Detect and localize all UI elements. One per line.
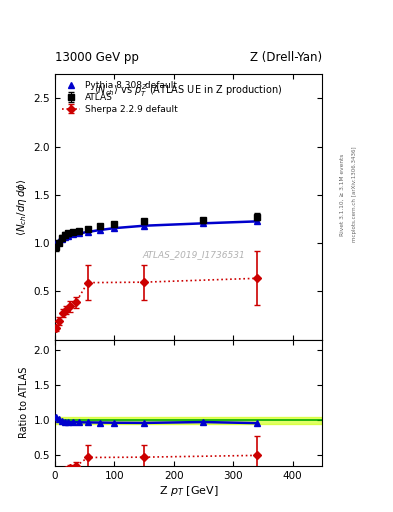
Text: 13000 GeV pp: 13000 GeV pp <box>55 51 139 64</box>
Text: Rivet 3.1.10, ≥ 3.1M events: Rivet 3.1.10, ≥ 3.1M events <box>340 154 345 236</box>
Y-axis label: Ratio to ATLAS: Ratio to ATLAS <box>19 367 29 438</box>
Pythia 8.308 default <box>57 238 62 244</box>
Legend: Pythia 8.308 default, ATLAS, Sherpa 2.2.9 default: Pythia 8.308 default, ATLAS, Sherpa 2.2.… <box>59 79 180 117</box>
Line: Pythia 8.308 default: Pythia 8.308 default <box>53 218 261 247</box>
Pythia 8.308 default <box>70 231 75 238</box>
Text: ATLAS_2019_I1736531: ATLAS_2019_I1736531 <box>143 250 245 259</box>
Text: $\langle N_{ch}\rangle$ vs $p_T^Z$ (ATLAS UE in Z production): $\langle N_{ch}\rangle$ vs $p_T^Z$ (ATLA… <box>94 82 283 99</box>
Pythia 8.308 default <box>255 218 259 224</box>
Pythia 8.308 default <box>97 227 102 233</box>
Y-axis label: $\langle N_{ch}/d\eta\,d\phi\rangle$: $\langle N_{ch}/d\eta\,d\phi\rangle$ <box>15 178 29 236</box>
Pythia 8.308 default <box>142 223 147 229</box>
Pythia 8.308 default <box>76 230 81 237</box>
Pythia 8.308 default <box>60 236 64 242</box>
Pythia 8.308 default <box>54 240 59 246</box>
Pythia 8.308 default <box>85 229 90 235</box>
X-axis label: Z $p_T$ [GeV]: Z $p_T$ [GeV] <box>159 483 219 498</box>
Text: Z (Drell-Yan): Z (Drell-Yan) <box>250 51 322 64</box>
Text: mcplots.cern.ch [arXiv:1306.3436]: mcplots.cern.ch [arXiv:1306.3436] <box>352 147 357 242</box>
Pythia 8.308 default <box>66 233 70 239</box>
Bar <box>55 417 322 424</box>
Pythia 8.308 default <box>112 225 117 231</box>
Pythia 8.308 default <box>201 220 206 226</box>
Pythia 8.308 default <box>63 234 68 240</box>
